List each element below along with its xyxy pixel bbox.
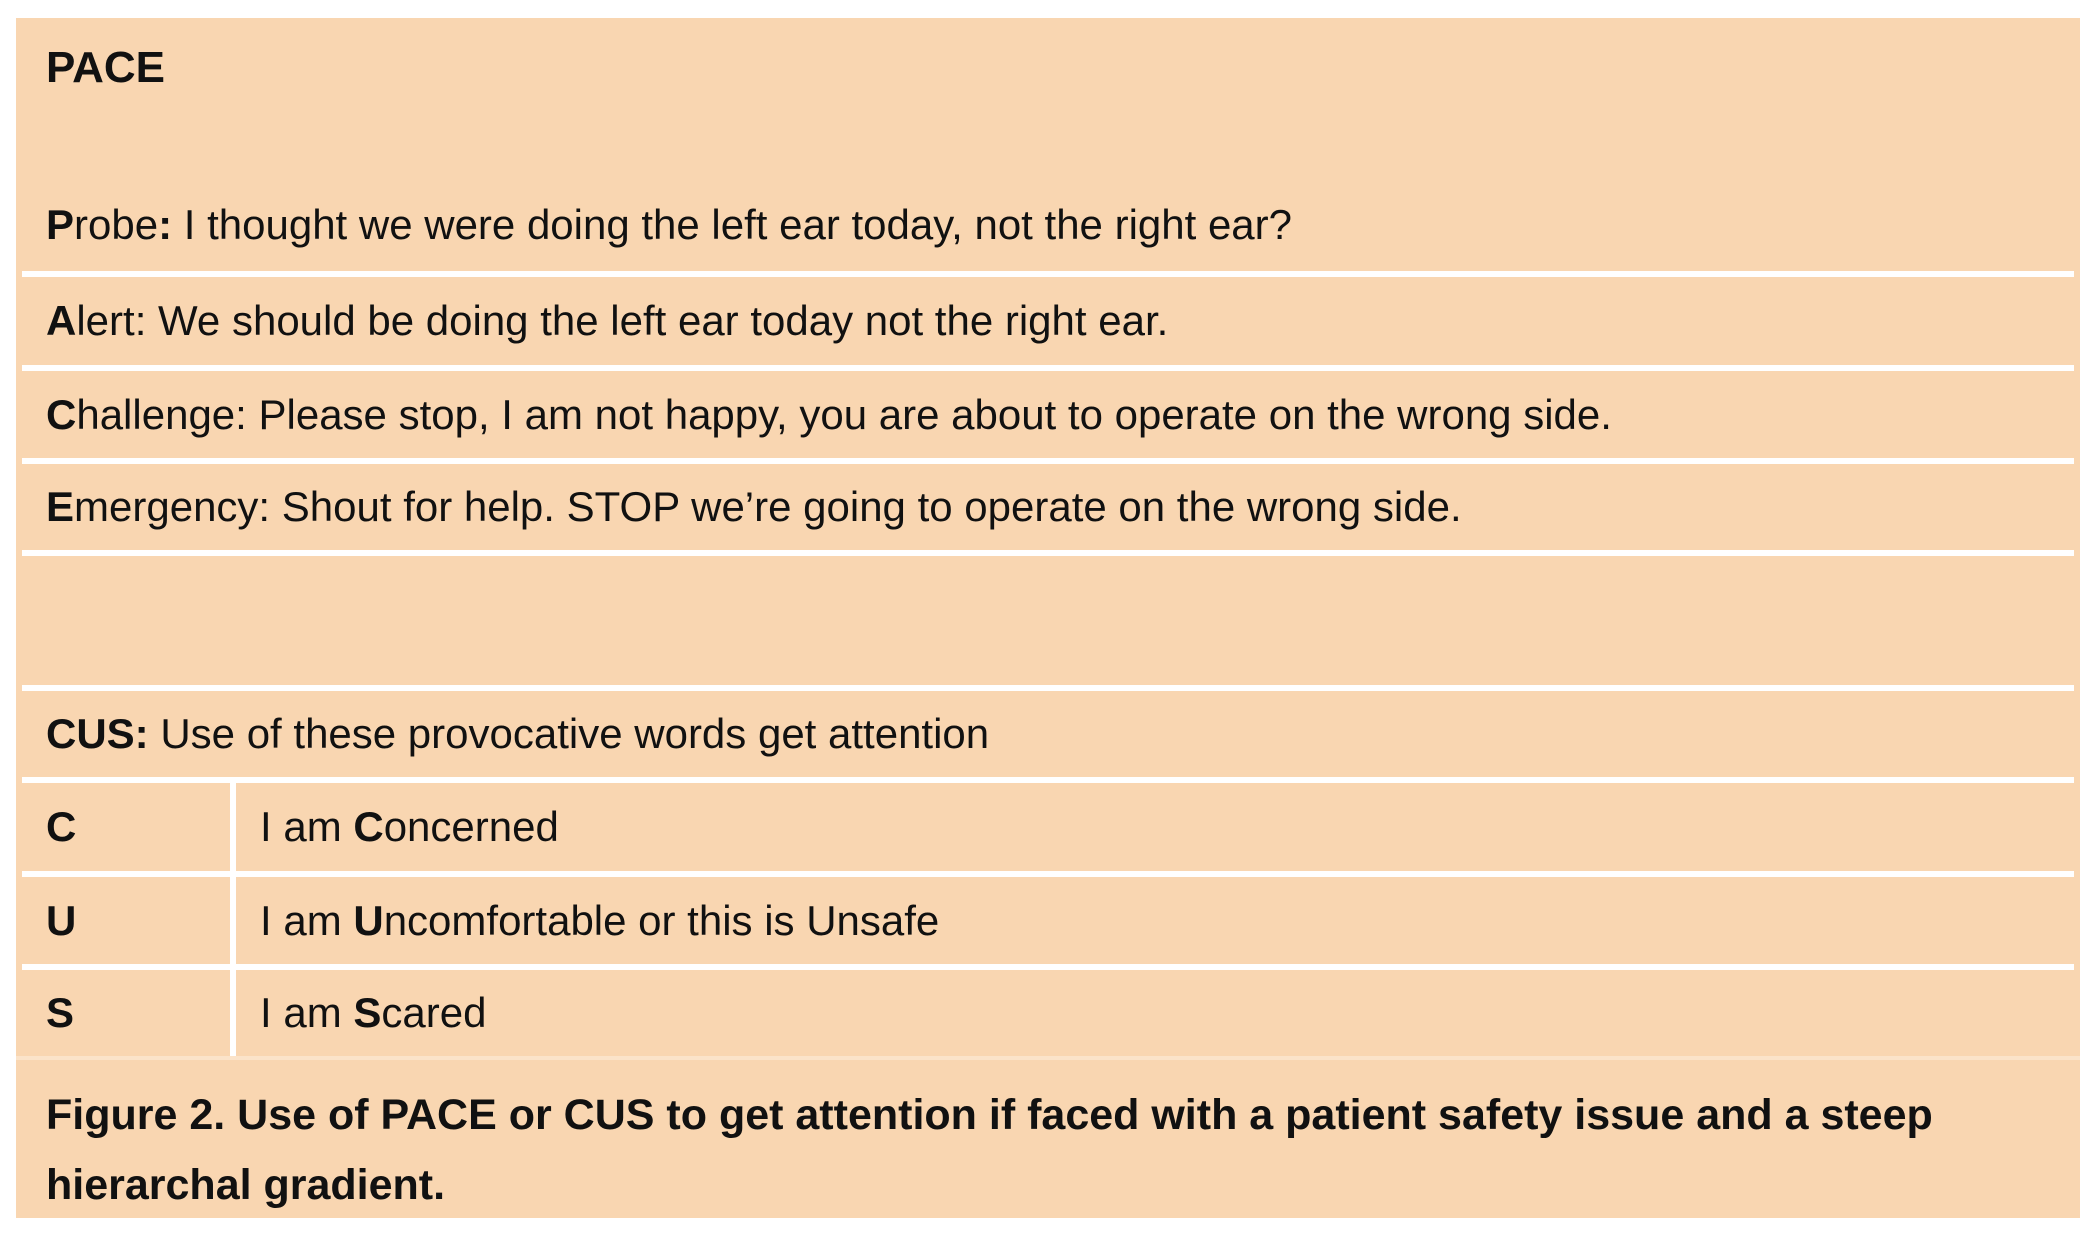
cus-prefix: I am xyxy=(260,989,354,1036)
cus-bold-letter: C xyxy=(353,803,384,850)
divider xyxy=(22,777,2074,783)
cus-row-s: S I am Scared xyxy=(22,970,2074,1056)
colon: : xyxy=(258,483,271,530)
colon: : xyxy=(235,390,247,438)
cus-heading-row: CUS: Use of these provocative words get … xyxy=(22,691,2074,777)
cus-rest: cared xyxy=(381,989,487,1036)
cus-heading-text: Use of these provocative words get atten… xyxy=(148,710,990,757)
pace-title-row: PACE xyxy=(22,18,2074,118)
pace-title: PACE xyxy=(46,43,165,92)
cus-letter: C xyxy=(46,803,77,850)
key-letter: P xyxy=(46,200,75,248)
pace-text: Shout for help. STOP we’re going to oper… xyxy=(270,483,1462,530)
pace-text: We should be doing the left ear today no… xyxy=(146,297,1169,344)
key-letter: C xyxy=(46,390,77,438)
cus-rest: oncerned xyxy=(383,803,559,850)
key-letter: A xyxy=(46,297,77,344)
cus-prefix: I am xyxy=(260,896,354,944)
divider xyxy=(22,458,2074,464)
cus-row-u: U I am Uncomfortable or this is Unsafe xyxy=(22,877,2074,964)
divider xyxy=(22,871,2074,877)
divider xyxy=(22,365,2074,371)
divider xyxy=(22,550,2074,556)
divider xyxy=(16,1056,2080,1060)
pace-row-probe: Probe: I thought we were doing the left … xyxy=(22,178,2074,271)
figure-panel: PACE Probe: I thought we were doing the … xyxy=(16,18,2080,1218)
cus-prefix: I am xyxy=(260,803,354,850)
figure-caption: Figure 2. Use of PACE or CUS to get atte… xyxy=(46,1091,1933,1209)
cus-rest: ncomfortable or this is Unsafe xyxy=(383,896,940,944)
cus-letter: U xyxy=(46,896,77,944)
key-word: hallenge xyxy=(76,390,236,438)
key-word: mergency xyxy=(74,483,259,530)
cus-letter: S xyxy=(46,989,75,1036)
colon: : xyxy=(134,297,147,344)
key-word: lert xyxy=(76,297,135,344)
divider xyxy=(22,271,2074,277)
key-word: robe xyxy=(74,200,159,248)
cus-bold-letter: U xyxy=(353,896,384,944)
pace-row-alert: Alert: We should be doing the left ear t… xyxy=(22,277,2074,365)
pace-row-emergency: Emergency: Shout for help. STOP we’re go… xyxy=(22,464,2074,550)
cus-row-c: C I am Concerned xyxy=(22,783,2074,871)
cus-bold-letter: S xyxy=(353,989,382,1036)
cus-heading: CUS: xyxy=(46,710,149,757)
colon: : xyxy=(158,200,173,248)
pace-text: I thought we were doing the left ear tod… xyxy=(172,200,1293,248)
pace-row-challenge: Challenge: Please stop, I am not happy, … xyxy=(22,371,2074,458)
divider xyxy=(22,685,2074,691)
pace-text: Please stop, I am not happy, you are abo… xyxy=(246,390,1612,438)
divider xyxy=(22,964,2074,970)
key-letter: E xyxy=(46,483,75,530)
